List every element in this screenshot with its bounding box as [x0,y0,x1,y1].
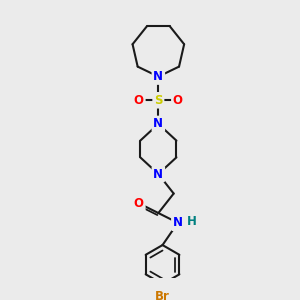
Text: N: N [173,216,183,229]
Text: S: S [154,94,163,107]
Text: N: N [153,168,164,181]
Text: N: N [153,70,164,83]
Text: O: O [134,94,144,107]
Text: Br: Br [155,290,170,300]
Text: N: N [153,117,164,130]
Text: O: O [173,94,183,107]
Text: H: H [187,215,197,228]
Text: O: O [134,197,144,210]
